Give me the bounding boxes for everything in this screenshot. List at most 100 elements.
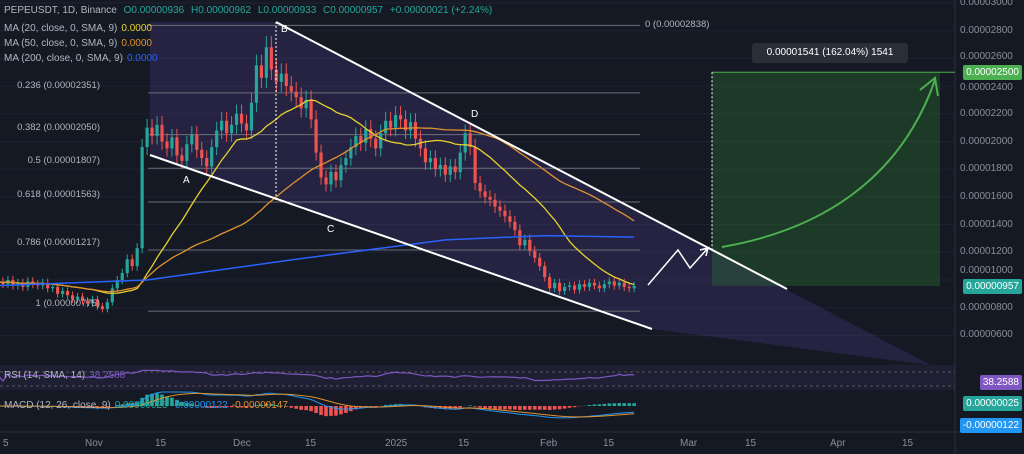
macd-histogram-bar — [508, 406, 512, 410]
candle — [100, 306, 104, 310]
macd-histogram-bar — [299, 406, 303, 410]
time-tick: 15 — [902, 438, 914, 449]
point-d-label: D — [471, 109, 479, 120]
macd-histogram-bar — [269, 403, 274, 406]
rsi-legend[interactable]: RSI (14, SMA, 14) 38.2588 — [4, 370, 125, 382]
candle — [448, 166, 452, 175]
candle — [225, 120, 229, 134]
candle — [403, 119, 408, 131]
macd-histogram-bar — [458, 406, 463, 408]
macd-histogram-bar — [562, 406, 567, 409]
macd-legend[interactable]: MACD (12, 26, close, 9) 0.00000025 -0.0000… — [4, 400, 288, 412]
macd-histogram-bar — [259, 404, 264, 406]
ma50-legend[interactable]: MA (50, close, 0, SMA, 9) 0.0000 — [4, 38, 152, 50]
macd-histogram-bar — [518, 406, 522, 411]
candle — [150, 127, 154, 136]
macd-signal-value: -0.00000147 — [231, 400, 288, 411]
candle — [493, 199, 497, 207]
candle — [567, 285, 572, 287]
macd-histogram-bar — [587, 405, 592, 406]
target-arrow — [721, 76, 939, 248]
macd-histogram-bar — [617, 403, 622, 406]
signal-tag: -0.00000122 — [959, 418, 1022, 433]
time-tick: Nov — [85, 438, 103, 449]
symbol: PEPEUSDT, 1D, Binance — [4, 5, 117, 16]
time-tick: 5 — [3, 438, 9, 449]
macd-histogram-bar — [165, 396, 169, 406]
macd-histogram-bar — [547, 406, 552, 411]
candle — [56, 286, 60, 294]
candle — [234, 113, 239, 125]
measure-label: 0.00001541 (162.04%) 1541 — [752, 43, 908, 63]
point-b-label: B — [281, 24, 288, 35]
last-price-tag: 0.00000957 — [963, 279, 1022, 294]
candle — [135, 248, 139, 267]
candle — [354, 135, 358, 148]
macd-line — [0, 391, 635, 419]
candle — [394, 115, 398, 128]
candle — [632, 285, 636, 289]
candle — [389, 120, 393, 128]
candle — [413, 122, 418, 139]
fib-label: 0.618 (0.00001563) — [17, 189, 100, 201]
candle — [244, 123, 249, 131]
macd-histogram-bar — [274, 405, 279, 406]
candle — [205, 158, 209, 167]
candle — [458, 152, 462, 172]
candle — [65, 291, 70, 296]
ma200-line — [0, 234, 635, 287]
macd-histogram-bar — [602, 403, 607, 406]
signal-line — [0, 392, 635, 418]
candle — [558, 282, 562, 292]
ma200-legend[interactable]: MA (200, close, 0, SMA, 9) 0.0000 — [4, 53, 158, 65]
macd-histogram-bar — [388, 404, 393, 406]
candle — [553, 282, 557, 289]
candle — [259, 65, 264, 78]
price-tick: 0.00001400 — [960, 218, 1013, 230]
ma20-legend[interactable]: MA (20, close, 0, SMA, 9) 0.0000 — [4, 23, 152, 35]
candle — [289, 86, 293, 92]
candle — [344, 158, 348, 166]
candle — [304, 99, 308, 109]
candle — [483, 191, 487, 197]
price-tick: 0.00002400 — [960, 82, 1013, 93]
macd-histogram-bar — [249, 406, 254, 408]
macd-histogram-bar — [254, 405, 259, 406]
target-zone — [712, 72, 940, 286]
candle — [110, 288, 114, 303]
candle — [130, 259, 134, 267]
time-tick: 15 — [155, 438, 167, 449]
candle — [95, 299, 99, 307]
candle — [36, 284, 40, 286]
candle — [279, 73, 283, 82]
macd-histogram-bar — [175, 399, 179, 406]
candle — [513, 221, 517, 231]
fib-label: 0.786 (0.00001217) — [17, 236, 100, 248]
candle — [433, 158, 437, 170]
macd-histogram-bar — [95, 406, 100, 408]
rsi-tag: 38.2588 — [979, 375, 1022, 390]
candle — [329, 171, 333, 185]
macd-histogram-bar — [195, 404, 199, 406]
candle — [587, 282, 592, 287]
price-tick: 0.00001200 — [960, 246, 1013, 258]
candle — [612, 281, 616, 286]
candle — [85, 300, 90, 304]
macd-histogram-bar — [214, 406, 219, 408]
macd-histogram-bar — [503, 406, 507, 410]
candle — [498, 206, 502, 211]
symbol-legend: PEPEUSDT, 1D, Binance O0.00000936 H0.000… — [4, 5, 492, 17]
macd-histogram-bar — [314, 406, 318, 414]
candle — [592, 282, 596, 286]
time-tick: 15 — [745, 438, 757, 449]
candle — [210, 147, 214, 167]
macd-histogram-bar — [120, 404, 125, 406]
price-tick: 0.00001800 — [960, 163, 1013, 175]
macd-histogram-bar — [190, 403, 194, 406]
candle — [607, 281, 611, 285]
macd-histogram-bar — [354, 406, 358, 410]
macd-histogram-bar — [537, 406, 542, 410]
macd-histogram-bar — [284, 406, 289, 407]
